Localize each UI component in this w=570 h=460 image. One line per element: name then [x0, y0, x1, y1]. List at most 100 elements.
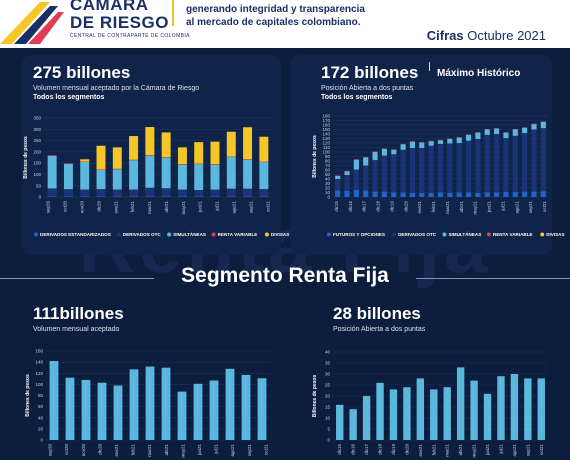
chart3-xtick-label: sep21: [247, 444, 252, 457]
chart3-bar: [65, 377, 75, 440]
chart2-bar-segment: [465, 140, 472, 193]
chart1-bar-segment: [177, 147, 187, 165]
chart1-bar-segment: [259, 189, 269, 197]
chart4-xtick-label: ene21: [418, 444, 423, 457]
chart1-bar-segment: [47, 188, 57, 197]
chart2-bar-segment: [522, 191, 528, 197]
cifras-month: Octubre 2021: [467, 28, 546, 43]
chart2-bar-segment: [344, 190, 350, 197]
chart2-bar-segment: [381, 155, 387, 192]
chart2-bar-segment: [363, 157, 369, 166]
chart3-xtick-label: sep20: [48, 444, 53, 457]
chart1-bar-segment: [129, 136, 139, 160]
chart3-xtick-label: ago21: [230, 444, 235, 457]
chart1-xtick-label: jun21: [198, 201, 203, 214]
brand-subtitle: CENTRAL DE CONTRAPARTE DE COLOMBIA: [70, 33, 190, 39]
chart2-bar-segment: [391, 192, 397, 197]
chart2-ytick-label: 60: [325, 168, 331, 173]
chart3-ytick-label: 80: [38, 393, 44, 398]
chart3-xtick-label: feb21: [131, 444, 136, 456]
chart4-bar: [349, 409, 357, 440]
chart2-ytick-label: 20: [325, 186, 331, 191]
chart2-bar-segment: [540, 191, 546, 197]
chart3-ytick-label: 60: [38, 404, 44, 409]
brand-line-1: CÁMARA: [70, 0, 149, 14]
chart3-xtick-label: may21: [180, 444, 185, 458]
chart1-bar-segment: [194, 190, 204, 197]
chart3-xtick-label: abr21: [164, 444, 169, 456]
chart2-bar-segment: [428, 141, 434, 146]
chart2-bar-segment: [503, 192, 509, 197]
chart4-bar: [416, 378, 425, 440]
chart4-ytick-label: 25: [325, 383, 331, 388]
chart2-bar-segment: [531, 191, 537, 197]
chart2-bar-segment: [409, 141, 416, 148]
chart3-bar: [81, 379, 91, 440]
chart1-bar-segment: [63, 189, 73, 197]
section-line-left: [0, 278, 154, 279]
chart2-legend-label: DIVISAS: [546, 232, 564, 237]
chart4-xtick-label: oct21: [539, 444, 544, 456]
chart2-ytick-label: 30: [325, 181, 331, 186]
chart2-xtick-label: sep21: [528, 201, 533, 214]
chart1-bar-segment: [112, 189, 122, 197]
chart1-bar-segment: [194, 164, 204, 191]
chart2-bar-segment: [353, 189, 359, 197]
chart4-xtick-label: ago21: [512, 444, 517, 457]
chart4-bar: [456, 367, 465, 440]
chart2-bar-segment: [484, 134, 490, 193]
chart3-ytick-label: 100: [35, 382, 43, 387]
chart2-bar-segment: [363, 165, 369, 191]
chart1-legend-label: DIVISAS: [271, 232, 289, 237]
chart2-bar-segment: [437, 143, 444, 193]
chart2-bar-segment: [419, 142, 425, 148]
chart4-ytick-label: 15: [325, 405, 331, 410]
chart2-xtick-label: dic20: [403, 201, 408, 212]
chart2-ytick-label: 90: [325, 154, 331, 159]
chart2-bar-segment: [335, 179, 341, 191]
chart4-xtick-label: dic16: [351, 444, 356, 455]
title-divider: [429, 62, 430, 71]
chart2-bar-segment: [456, 192, 462, 197]
chart1-bar-segment: [226, 188, 236, 197]
chart2-bar-segment: [494, 128, 500, 134]
chart2-ytick-label: 150: [322, 127, 330, 132]
chart2-bar-segment: [540, 128, 546, 192]
chart4-ytick-label: 0: [327, 438, 330, 443]
chart2-bar-segment: [381, 191, 387, 197]
chart2-bar-segment: [484, 192, 490, 197]
chart1-bar-segment: [161, 132, 171, 158]
chart2-bar-segment: [475, 192, 481, 197]
chart1-ytick-label: 50: [36, 183, 42, 188]
chart2-bar-segment: [540, 121, 546, 129]
header: CÁMARA DE RIESGO CENTRAL DE CONTRAPARTE …: [0, 0, 570, 48]
chart2-bar-segment: [381, 148, 387, 156]
chart1-bar-segment: [226, 131, 236, 157]
chart3-bar: [113, 385, 123, 440]
chart2-legend-swatch: [392, 232, 397, 237]
chart1-bar-segment: [96, 145, 106, 170]
chart1-bar-segment: [210, 141, 220, 165]
chart2-bar-segment: [400, 144, 406, 150]
chart3-bar: [49, 361, 59, 440]
chart1-xtick-label: dic20: [96, 201, 101, 212]
chart4-xtick-label: abr21: [458, 444, 463, 456]
chart3-bar: [257, 378, 267, 440]
chart1-bar-segment: [259, 136, 269, 162]
chart4-xtick-label: jun21: [485, 444, 490, 457]
chart1-bar-segment: [243, 159, 253, 189]
chart2-bar-segment: [437, 140, 444, 144]
chart4-ytick-label: 35: [325, 361, 331, 366]
chart3-ylabel: Billones de pesos: [25, 374, 31, 417]
chart2-bar-segment: [456, 137, 462, 143]
chart4-xtick-label: dic17: [364, 444, 369, 455]
chart4-ytick-label: 10: [325, 416, 331, 421]
chart2-bar-segment: [522, 133, 528, 192]
chart1-bar-segment: [226, 157, 236, 189]
chart3-bar: [129, 369, 139, 440]
chart1-bar-segment: [210, 189, 220, 197]
chart1-bar-segment: [80, 159, 90, 162]
chart1-bar-segment: [243, 196, 253, 197]
chart2-bar-segment: [475, 132, 481, 139]
chart1-bar-segment: [226, 196, 236, 197]
